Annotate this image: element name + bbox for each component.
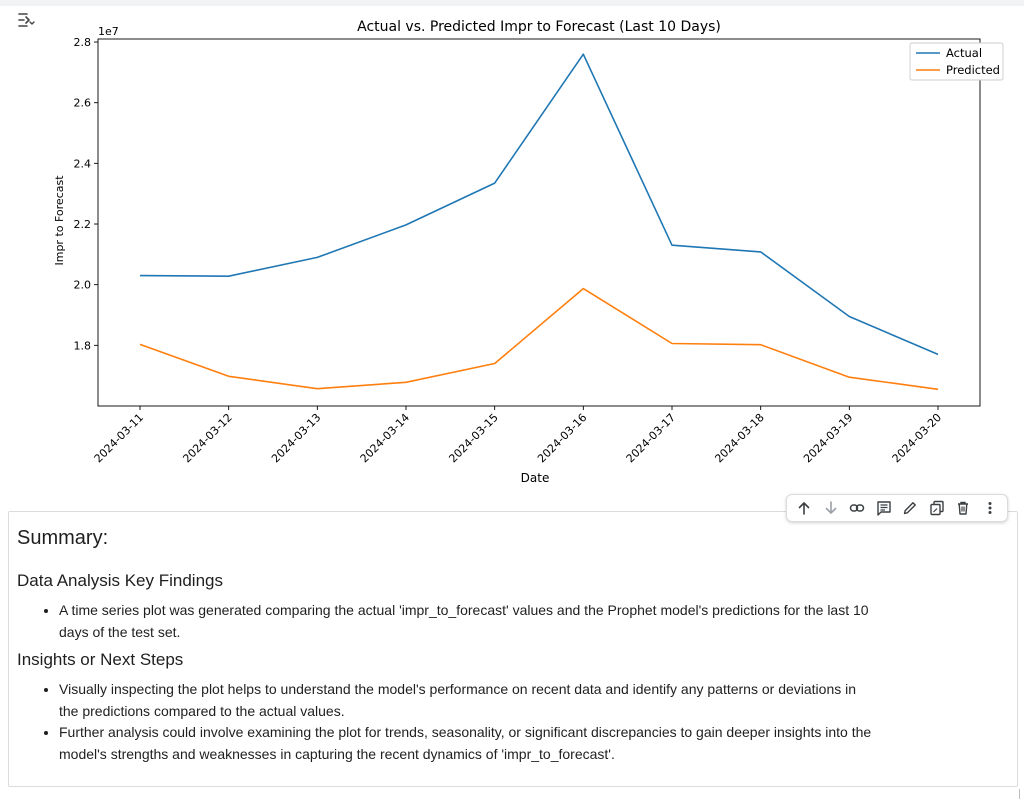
- link-icon: [850, 504, 865, 512]
- trash-icon: [958, 501, 969, 515]
- x-axis-label: Date: [521, 471, 550, 485]
- y-multiplier-label: 1e7: [98, 25, 119, 38]
- arrow-up-icon: [798, 502, 810, 515]
- findings-list: A time series plot was generated compari…: [17, 600, 879, 643]
- edit-button[interactable]: [899, 497, 921, 519]
- y-tick-label: 2.6: [74, 97, 92, 110]
- line-chart: Actual vs. Predicted Impr to Forecast (L…: [53, 19, 1004, 485]
- move-up-button[interactable]: [793, 497, 815, 519]
- copy-link-button[interactable]: [846, 497, 868, 519]
- findings-heading: Data Analysis Key Findings: [17, 571, 223, 590]
- x-tick-label: 2024-03-15: [446, 411, 500, 465]
- x-tick-label: 2024-03-11: [92, 411, 146, 465]
- list-item: A time series plot was generated compari…: [59, 600, 879, 643]
- y-tick-label: 2.8: [74, 36, 92, 49]
- x-tick-label: 2024-03-13: [269, 411, 323, 465]
- y-tick-label: 1.8: [74, 339, 92, 352]
- summary-heading: Summary:: [17, 527, 109, 549]
- scrollbar-mark: [1019, 789, 1020, 799]
- mirror-cell-button[interactable]: [926, 497, 948, 519]
- series-line-predicted: [139, 287, 939, 391]
- output-toggle-button[interactable]: [14, 8, 38, 32]
- y-tick-label: 2.4: [74, 157, 92, 170]
- x-tick-label: 2024-03-14: [358, 411, 412, 465]
- comment-icon: [877, 501, 891, 516]
- x-tick-label: 2024-03-12: [180, 411, 234, 465]
- legend-label: Actual: [946, 46, 982, 60]
- y-tick-label: 2.2: [74, 218, 92, 231]
- y-tick-label: 2.0: [74, 279, 92, 292]
- x-tick-label: 2024-03-18: [712, 411, 766, 465]
- pencil-icon: [904, 502, 917, 515]
- text-cell[interactable]: Summary: Data Analysis Key Findings A ti…: [8, 511, 1018, 787]
- chart-output: Actual vs. Predicted Impr to Forecast (L…: [40, 6, 1024, 498]
- x-tick-label: 2024-03-19: [801, 411, 855, 465]
- delete-button[interactable]: [952, 497, 974, 519]
- list-item: Further analysis could involve examining…: [59, 722, 879, 765]
- insights-list: Visually inspecting the plot helps to un…: [17, 679, 879, 765]
- more-options-button[interactable]: [979, 497, 1001, 519]
- mirror-icon: [930, 500, 944, 516]
- list-item: Visually inspecting the plot helps to un…: [59, 679, 879, 722]
- add-comment-button[interactable]: [873, 497, 895, 519]
- top-divider: [0, 0, 1024, 6]
- x-tick-label: 2024-03-20: [890, 411, 944, 465]
- y-axis-label: Impr to Forecast: [53, 175, 66, 266]
- output-toggle-icon: [18, 13, 35, 27]
- plot-frame: [97, 38, 981, 407]
- x-tick-label: 2024-03-17: [624, 411, 678, 465]
- more-vert-icon: [988, 502, 992, 514]
- arrow-down-icon: [825, 501, 837, 514]
- series-line-actual: [139, 53, 939, 356]
- move-down-button[interactable]: [820, 497, 842, 519]
- insights-heading: Insights or Next Steps: [17, 650, 184, 669]
- chart-title: Actual vs. Predicted Impr to Forecast (L…: [357, 19, 721, 35]
- legend-label: Predicted: [946, 63, 1000, 77]
- x-tick-label: 2024-03-16: [535, 411, 589, 465]
- cell-toolbar: [786, 494, 1008, 522]
